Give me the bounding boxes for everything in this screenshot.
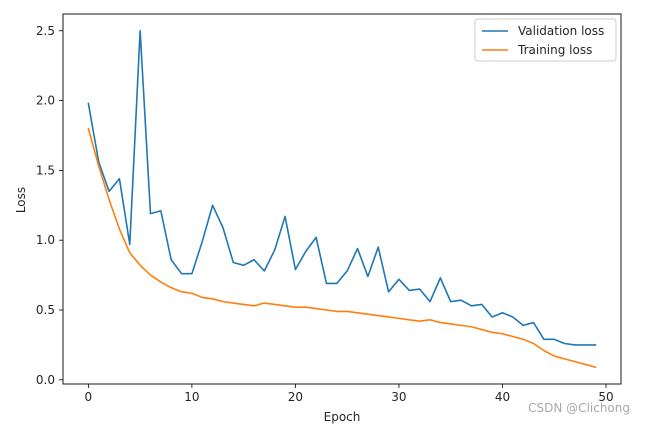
x-tick-label: 20 <box>288 390 303 404</box>
series-line-validation-loss <box>87 29 597 346</box>
legend-label-training: Training loss <box>517 43 592 57</box>
legend-label-validation: Validation loss <box>518 24 604 38</box>
y-tick-label: 1.0 <box>36 233 55 247</box>
y-tick-label: 2.5 <box>36 24 55 38</box>
plot-frame <box>62 13 622 385</box>
x-tick-label: 30 <box>391 390 406 404</box>
y-axis-label: Loss <box>14 187 28 213</box>
x-tick-label: 0 <box>85 390 93 404</box>
y-tick-label: 0.0 <box>36 373 55 387</box>
x-axis-label: Epoch <box>324 410 361 424</box>
x-tick-label: 40 <box>495 390 510 404</box>
legend-box <box>474 18 617 62</box>
x-tick-label: 50 <box>598 390 613 404</box>
y-tick-label: 0.5 <box>36 303 55 317</box>
watermark-text: CSDN @Clichong <box>528 401 630 415</box>
x-tick-label: 10 <box>184 390 199 404</box>
series-line-training-loss <box>87 127 597 369</box>
y-tick-label: 2.0 <box>36 94 55 108</box>
legend: Validation loss Training loss <box>474 18 617 62</box>
y-tick-label: 1.5 <box>36 163 55 177</box>
